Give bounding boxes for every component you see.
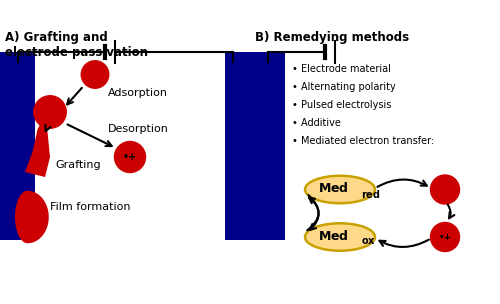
- Bar: [250, 52, 285, 240]
- Text: •+: •+: [122, 151, 136, 161]
- Text: $\mathbf{Med}$: $\mathbf{Med}$: [318, 181, 349, 195]
- Text: • Mediated electron transfer:: • Mediated electron transfer:: [292, 136, 435, 147]
- Text: •+: •+: [438, 233, 452, 241]
- Circle shape: [81, 61, 109, 88]
- Circle shape: [114, 141, 146, 172]
- Circle shape: [430, 175, 460, 204]
- Text: Grafting: Grafting: [55, 160, 100, 170]
- Ellipse shape: [305, 223, 375, 251]
- Ellipse shape: [305, 176, 375, 203]
- Text: Desorption: Desorption: [108, 125, 168, 134]
- Text: • Pulsed electrolysis: • Pulsed electrolysis: [292, 101, 392, 110]
- Text: • Electrode material: • Electrode material: [292, 64, 392, 74]
- Bar: [0, 52, 35, 240]
- Text: $\mathbf{red}$: $\mathbf{red}$: [361, 188, 381, 200]
- Text: $\mathbf{ox}$: $\mathbf{ox}$: [361, 237, 376, 247]
- Bar: [225, 52, 260, 240]
- Circle shape: [430, 223, 460, 251]
- Polygon shape: [15, 191, 49, 243]
- Text: • Alternating polarity: • Alternating polarity: [292, 82, 396, 92]
- Text: A) Grafting and
electrode passivation: A) Grafting and electrode passivation: [5, 31, 148, 59]
- Text: B) Remedying methods: B) Remedying methods: [255, 31, 409, 44]
- Text: Adsorption: Adsorption: [108, 88, 168, 98]
- Text: • Additive: • Additive: [292, 119, 342, 129]
- Text: $\mathbf{Med}$: $\mathbf{Med}$: [318, 229, 349, 243]
- Circle shape: [34, 96, 66, 128]
- Text: Film formation: Film formation: [50, 202, 130, 212]
- Polygon shape: [25, 119, 50, 177]
